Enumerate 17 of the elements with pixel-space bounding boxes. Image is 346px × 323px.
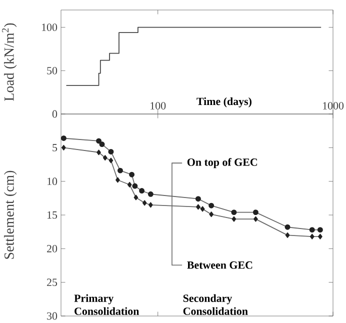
x-tick-label: 1000 (323, 102, 344, 110)
y-tick-label: 100 (42, 24, 58, 32)
y-tick-label: 5 (52, 144, 58, 152)
y-tick-label: 20 (47, 244, 58, 252)
y-tick-label: 25 (47, 278, 58, 286)
y-tick-label: 10 (47, 178, 58, 186)
y-tick-label: 50 (47, 66, 58, 74)
x-axis-title: Time (days) (196, 97, 252, 108)
text: Between GEC (187, 261, 252, 269)
text: On top of GEC (187, 158, 258, 168)
annotation: Primary Consolidation (74, 294, 140, 315)
y-tick-label: 0 (52, 110, 58, 118)
annotation: Secondary Consolidation (183, 294, 248, 315)
y-tick-label: 15 (47, 211, 58, 219)
y-axis-title: Settlement (cm) (4, 170, 17, 259)
y-axis-title: Load (kN/m$^{2}$) (2, 23, 17, 101)
y-tick-label: 30 (47, 312, 58, 320)
